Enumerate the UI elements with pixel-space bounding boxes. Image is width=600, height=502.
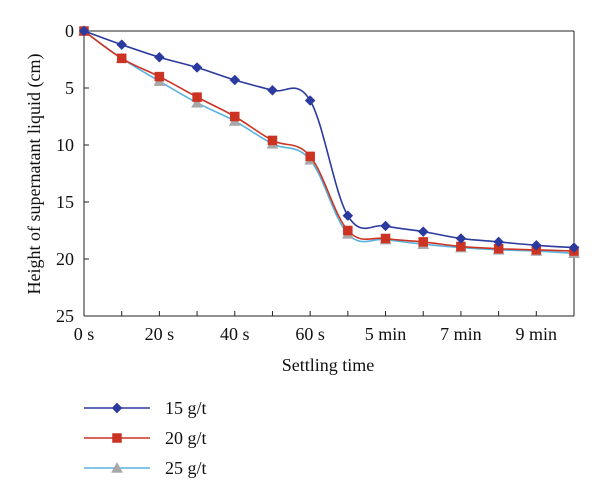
legend-item: 20 g/t — [84, 428, 207, 448]
data-point — [267, 135, 278, 146]
x-axis-title: Settling time — [282, 355, 375, 375]
data-point — [305, 151, 315, 162]
data-point — [191, 96, 203, 108]
series-20-g-t — [79, 26, 579, 256]
y-tick-label: 20 — [56, 249, 74, 269]
x-tick-label: 60 s — [295, 324, 325, 344]
y-tick-label: 5 — [65, 78, 74, 98]
data-point — [455, 233, 467, 244]
data-point — [418, 237, 428, 247]
data-point — [380, 220, 391, 232]
data-point — [229, 74, 241, 86]
x-tick-label: 5 min — [365, 324, 407, 344]
y-tick-label: 10 — [56, 135, 74, 155]
series-line — [83, 30, 575, 249]
series-15-g-t — [78, 25, 580, 253]
data-point — [154, 71, 165, 82]
legend-label: 20 g/t — [165, 428, 207, 448]
data-point — [192, 92, 202, 102]
data-point — [417, 226, 429, 237]
legend: 15 g/t 20 g/t 25 g/t — [84, 398, 207, 478]
legend-label: 15 g/t — [165, 398, 207, 418]
x-tick-label: 7 min — [440, 324, 482, 344]
series-layer — [78, 24, 580, 259]
data-point — [154, 51, 165, 63]
data-point — [78, 25, 90, 37]
data-point — [267, 84, 278, 96]
data-point — [191, 62, 203, 73]
x-tick-label: 40 s — [220, 324, 250, 344]
data-point — [380, 233, 391, 244]
legend-item: 25 g/t — [84, 458, 207, 478]
x-tick-label: 9 min — [516, 324, 558, 344]
x-tick-label: 0 s — [74, 324, 95, 344]
data-point — [568, 242, 580, 253]
legend-marker — [111, 402, 123, 414]
y-tick-label: 15 — [56, 192, 74, 212]
data-point — [343, 225, 353, 236]
axes: 0 5 10 15 20 250 s 20 s 40 s 60 s 5 min 7 min 9 min — [56, 21, 575, 344]
legend-marker — [111, 461, 123, 473]
series-line — [83, 30, 575, 252]
data-point — [530, 239, 542, 251]
x-tick-label: 20 s — [145, 324, 175, 344]
y-tick-label: 25 — [56, 306, 74, 326]
y-axis-title: Height of supernatant liquid (cm) — [24, 54, 45, 295]
data-point — [230, 111, 240, 122]
data-point — [116, 53, 127, 64]
legend-item: 15 g/t — [84, 398, 207, 418]
data-point — [493, 236, 504, 248]
y-tick-label: 0 — [65, 21, 74, 41]
data-point — [304, 95, 316, 106]
legend-marker — [112, 433, 122, 443]
data-point — [116, 39, 128, 51]
series-25-g-t — [78, 24, 580, 259]
legend-label: 25 g/t — [165, 458, 207, 478]
data-point — [342, 210, 354, 222]
series-line — [83, 30, 575, 255]
